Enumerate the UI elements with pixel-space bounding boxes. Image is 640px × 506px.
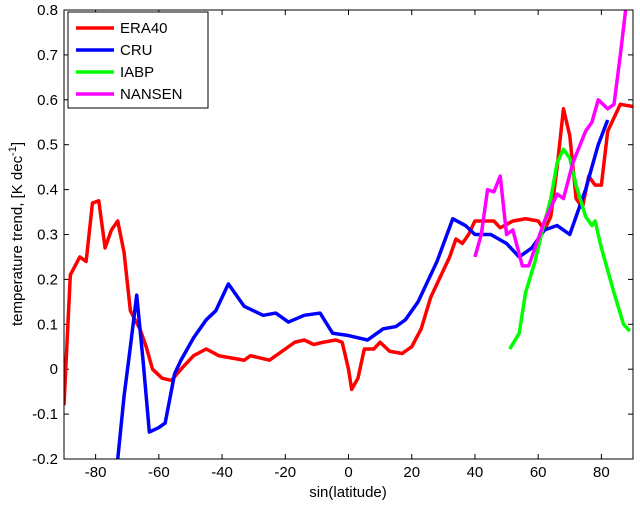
x-tick-label: 60 [530,464,547,481]
y-tick-label: 0.8 [37,2,58,19]
legend-label: NANSEN [120,86,183,103]
plot-frame [63,9,634,460]
series-line [508,147,632,350]
y-axis-label-text: temperature trend, [K dec [9,155,26,326]
y-tick-label: -0.2 [32,451,58,468]
x-tick-label: 80 [593,464,610,481]
y-tick-label: -0.1 [32,406,58,423]
y-tick-label: 0.3 [37,227,58,244]
x-tick-label: 0 [344,464,352,481]
y-axis-label: temperature trend, [K dec-1] [7,142,26,326]
x-tick-label: -60 [148,464,170,481]
y-tick-label: 0.1 [37,316,58,333]
y-axis-label-sup: -1 [7,146,19,156]
y-tick-label: 0.5 [37,137,58,154]
y-tick-label: 0.7 [37,47,58,64]
legend-label: IABP [120,64,154,81]
y-tick-label: 0.2 [37,271,58,288]
y-axis-label-suffix: ] [9,142,26,146]
y-tick-label: 0.4 [37,182,58,199]
x-tick-label: 40 [467,464,484,481]
legend-label: ERA40 [120,20,168,37]
x-tick-label: 20 [403,464,420,481]
y-tick-label: 0 [50,361,58,378]
legend-label: CRU [120,42,153,59]
x-axis-label: sin(latitude) [309,484,387,501]
series-line [473,10,628,268]
x-tick-label: -40 [211,464,233,481]
x-tick-label: -80 [85,464,107,481]
x-tick-label: -20 [274,464,296,481]
y-tick-label: 0.6 [37,92,58,109]
